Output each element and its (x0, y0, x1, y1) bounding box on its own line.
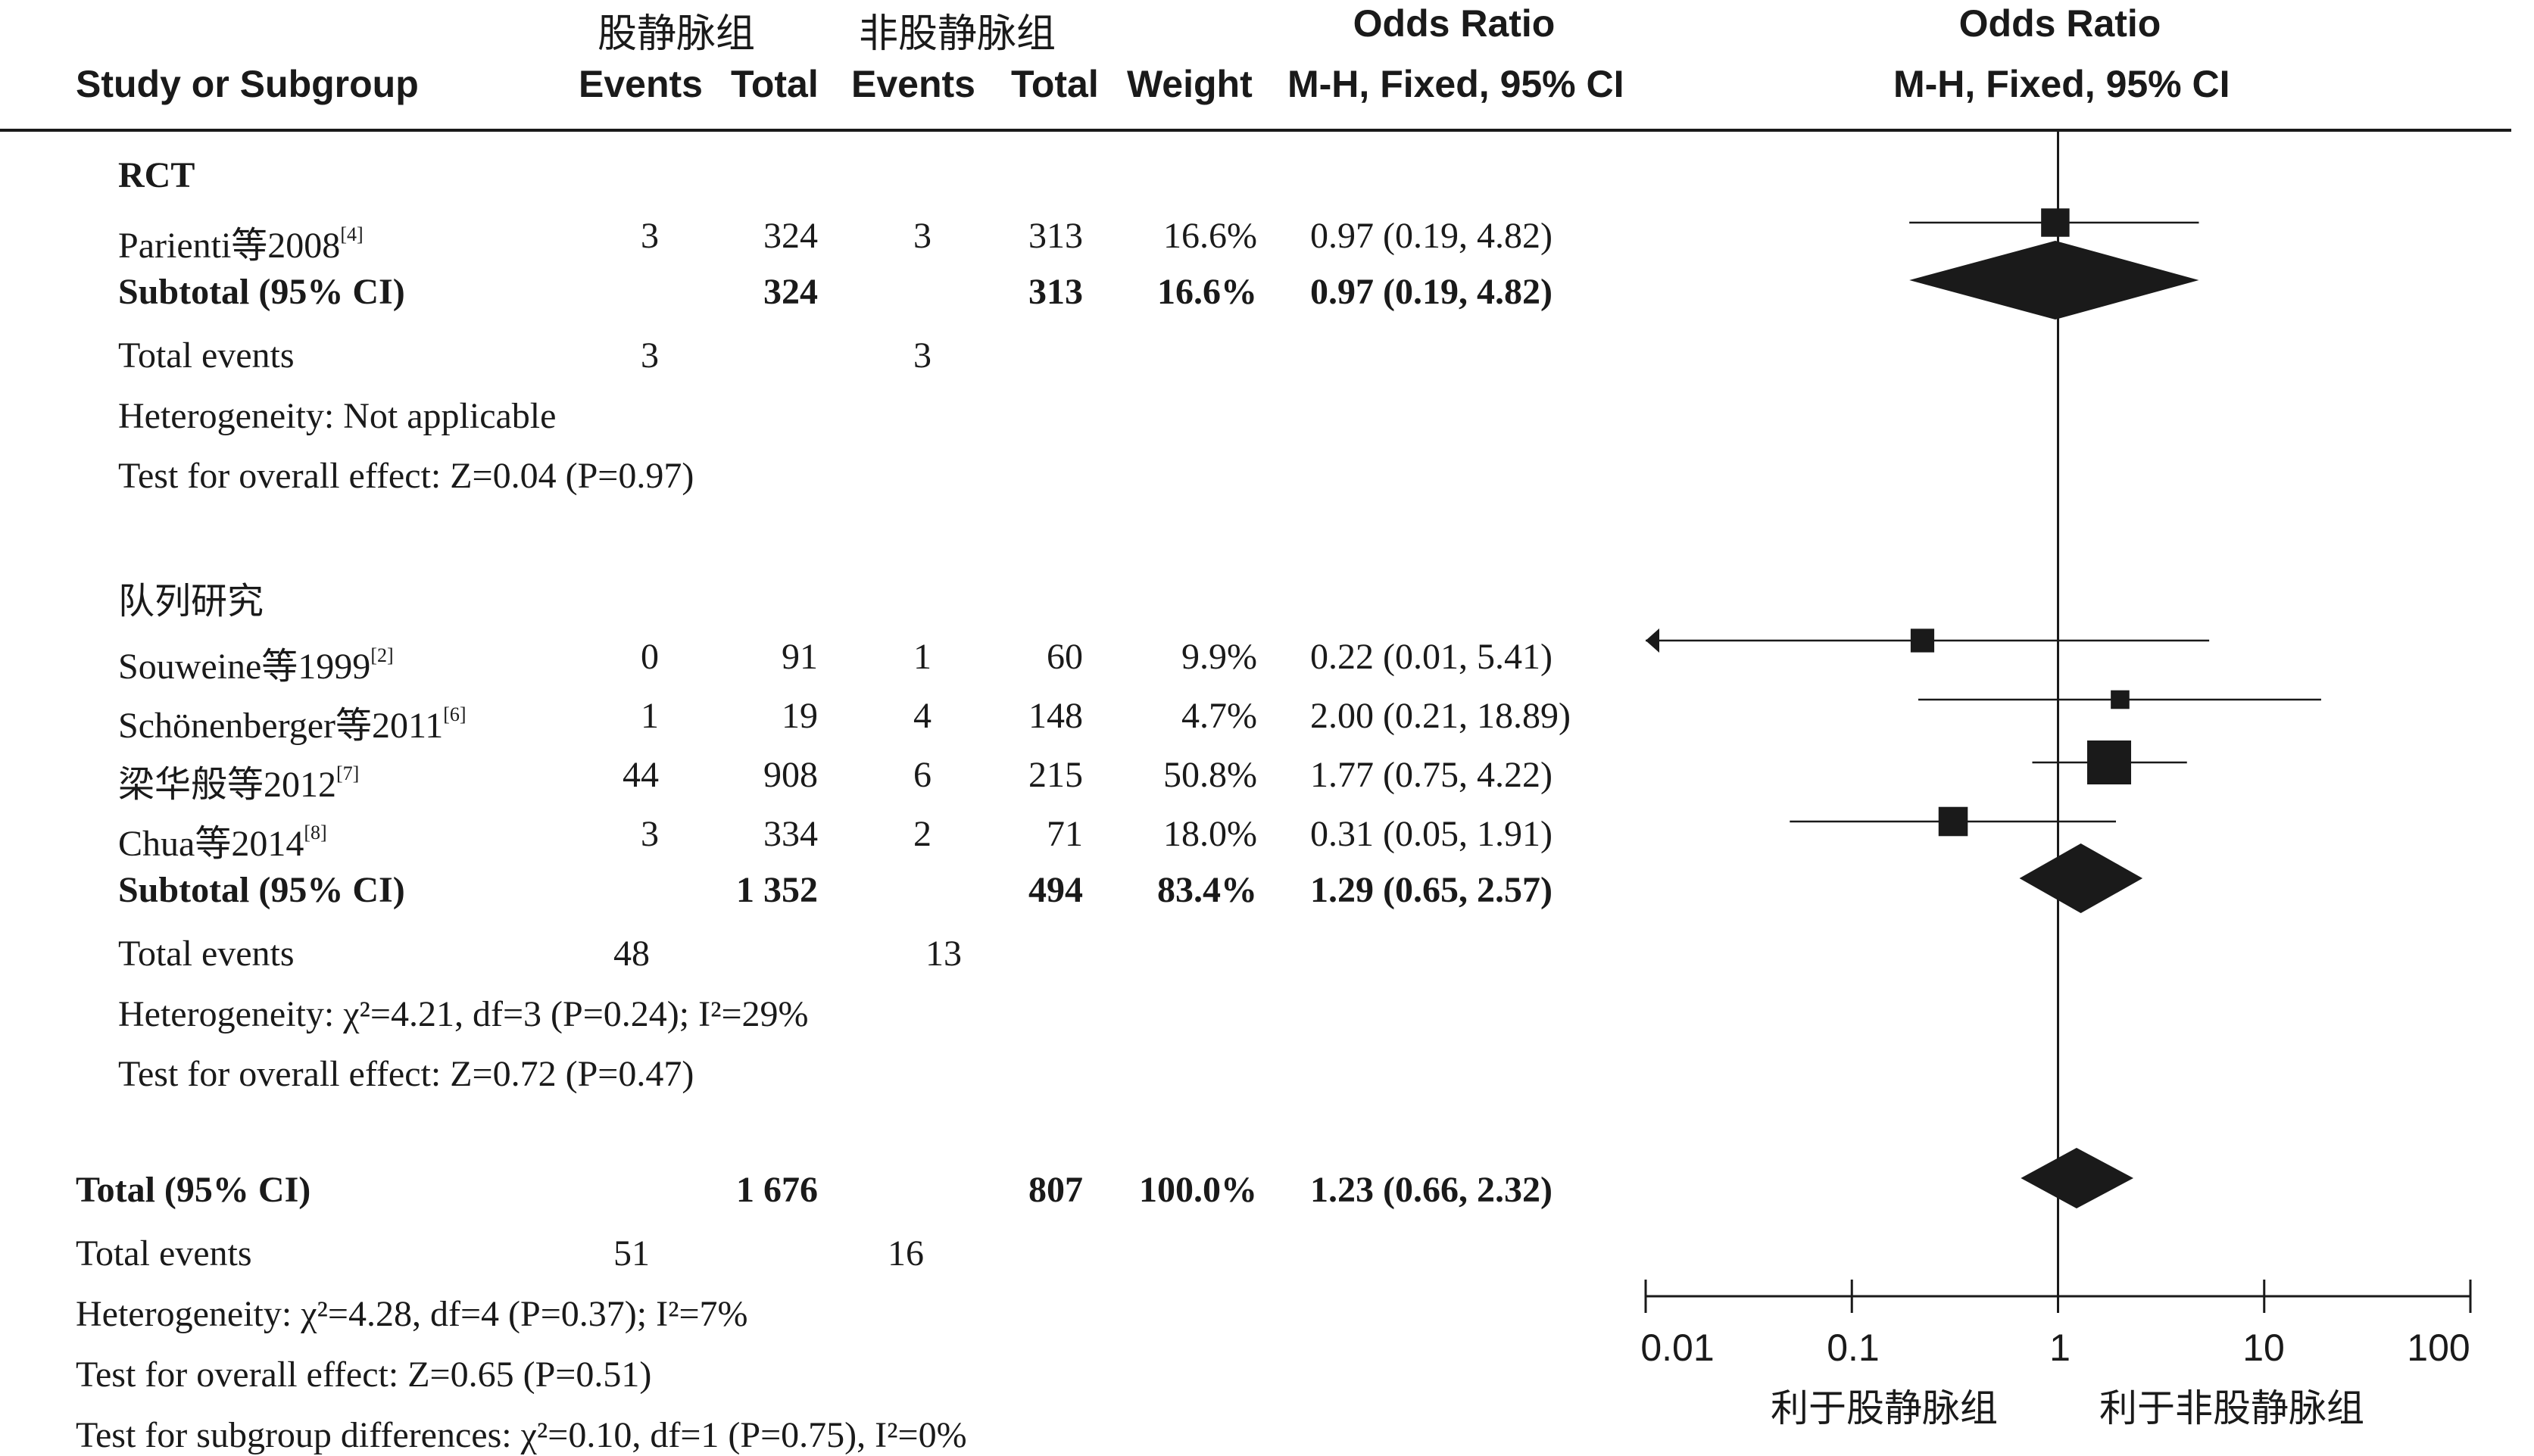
total1-value: 908 (763, 755, 818, 795)
subtotal-total1: 1 352 (736, 870, 818, 910)
weight-header: Weight (1127, 63, 1253, 105)
total-events-label: Total events (118, 934, 295, 974)
total-events-1: 3 (641, 335, 659, 376)
favours-right-label: 利于非股静脉组 (2099, 1386, 2364, 1430)
tick-label: 1 (2049, 1327, 2071, 1369)
total1-value: 324 (763, 216, 818, 256)
events2-value: 3 (913, 216, 932, 256)
overall-effect-text: Test for overall effect: Z=0.04 (P=0.97) (118, 456, 694, 496)
total-events-label: Total events (118, 335, 295, 376)
group1-header: 股静脉组 (598, 11, 756, 57)
section-title-cohort: 队列研究 (118, 580, 264, 622)
overall-heterogeneity: Heterogeneity: χ²=4.28, df=4 (P=0.37); I… (76, 1294, 748, 1334)
events1-value: 3 (641, 814, 659, 854)
tick-label: 0.01 (1640, 1327, 1715, 1369)
or-value: 1.77 (0.75, 4.22) (1310, 755, 1553, 795)
total1-value: 19 (782, 696, 818, 736)
study-point-square (2087, 740, 2132, 784)
total-events-1: 48 (613, 934, 650, 974)
study-column-header: Study or Subgroup (76, 63, 419, 105)
subtotal-total2: 494 (1028, 870, 1083, 910)
total-label: Total (95% CI) (76, 1170, 311, 1210)
overall-events-2: 16 (888, 1233, 924, 1274)
method-header-table: M-H, Fixed, 95% CI (1287, 63, 1624, 105)
or-value: 2.00 (0.21, 18.89) (1310, 696, 1571, 736)
weight-value: 4.7% (1181, 696, 1257, 736)
weight-value: 9.9% (1181, 637, 1257, 677)
tick-label: 0.1 (1827, 1327, 1880, 1369)
events2-value: 2 (913, 814, 932, 854)
or-title-plot: Odds Ratio (1958, 2, 2161, 45)
total2-value: 60 (1047, 637, 1083, 677)
total2-value: 71 (1047, 814, 1083, 854)
heterogeneity-text: Heterogeneity: Not applicable (118, 396, 557, 436)
pooled-estimate-diamond (1909, 241, 2199, 320)
section-title-rct: RCT (118, 155, 195, 195)
or-value: 0.22 (0.01, 5.41) (1310, 637, 1553, 677)
study-name: Parienti等2008[4] (118, 223, 364, 267)
heterogeneity-text: Heterogeneity: χ²=4.21, df=3 (P=0.24); I… (118, 994, 809, 1034)
events1-header: Events (579, 63, 703, 105)
total2-header: Total (1011, 63, 1099, 105)
pooled-estimate-diamond (2021, 1148, 2134, 1208)
header-divider (0, 129, 2511, 132)
study-point-square (2041, 208, 2070, 237)
study-name: 梁华般等2012[7] (118, 762, 360, 806)
subgroup-differences: Test for subgroup differences: χ²=0.10, … (76, 1415, 967, 1455)
subtotal-total2: 313 (1028, 272, 1083, 312)
study-name: Chua等2014[8] (118, 822, 327, 865)
total1-value: 334 (763, 814, 818, 854)
overall-effect-total: Test for overall effect: Z=0.65 (P=0.51) (76, 1355, 652, 1395)
group2-header: 非股静脉组 (859, 11, 1056, 57)
pooled-estimate-diamond (2019, 843, 2143, 913)
total-events-2: 3 (913, 335, 932, 376)
events1-value: 3 (641, 216, 659, 256)
events2-header: Events (851, 63, 975, 105)
subtotal-label: Subtotal (95% CI) (118, 272, 405, 312)
events2-value: 1 (913, 637, 932, 677)
tick-label: 100 (2407, 1327, 2470, 1369)
study-name: Souweine等1999[2] (118, 644, 394, 687)
weight-value: 50.8% (1163, 755, 1257, 795)
total1-value: 91 (782, 637, 818, 677)
subtotal-weight: 83.4% (1157, 870, 1257, 910)
total1-header: Total (731, 63, 819, 105)
total-or: 1.23 (0.66, 2.32) (1310, 1170, 1553, 1210)
overall-effect-text: Test for overall effect: Z=0.72 (P=0.47) (118, 1054, 694, 1094)
overall-events-1: 51 (613, 1233, 650, 1274)
or-title-table: Odds Ratio (1353, 2, 1556, 45)
total2-value: 313 (1028, 216, 1083, 256)
total-events-2: 13 (925, 934, 962, 974)
events2-value: 4 (913, 696, 932, 736)
events1-value: 1 (641, 696, 659, 736)
events2-value: 6 (913, 755, 932, 795)
tick-label: 10 (2242, 1327, 2285, 1369)
subtotal-weight: 16.6% (1157, 272, 1257, 312)
total2-value: 215 (1028, 755, 1083, 795)
events1-value: 44 (623, 755, 659, 795)
subtotal-label: Subtotal (95% CI) (118, 870, 405, 910)
subtotal-or: 0.97 (0.19, 4.82) (1310, 272, 1553, 312)
or-value: 0.31 (0.05, 1.91) (1310, 814, 1553, 854)
study-point-square (2111, 690, 2130, 709)
study-name: Schönenberger等2011[6] (118, 703, 467, 747)
subtotal-or: 1.29 (0.65, 2.57) (1310, 870, 1553, 910)
method-header-plot: M-H, Fixed, 95% CI (1893, 63, 2230, 105)
weight-value: 16.6% (1163, 216, 1257, 256)
total-total2: 807 (1028, 1170, 1083, 1210)
events1-value: 0 (641, 637, 659, 677)
overall-events-label: Total events (76, 1233, 252, 1274)
study-point-square (1938, 806, 1968, 837)
ci-truncation-arrow (1646, 628, 1659, 653)
total2-value: 148 (1028, 696, 1083, 736)
total-weight: 100.0% (1139, 1170, 1257, 1210)
study-point-square (1910, 628, 1935, 653)
or-value: 0.97 (0.19, 4.82) (1310, 216, 1553, 256)
favours-left-label: 利于股静脉组 (1771, 1386, 1998, 1430)
weight-value: 18.0% (1163, 814, 1257, 854)
subtotal-total1: 324 (763, 272, 818, 312)
total-total1: 1 676 (736, 1170, 818, 1210)
